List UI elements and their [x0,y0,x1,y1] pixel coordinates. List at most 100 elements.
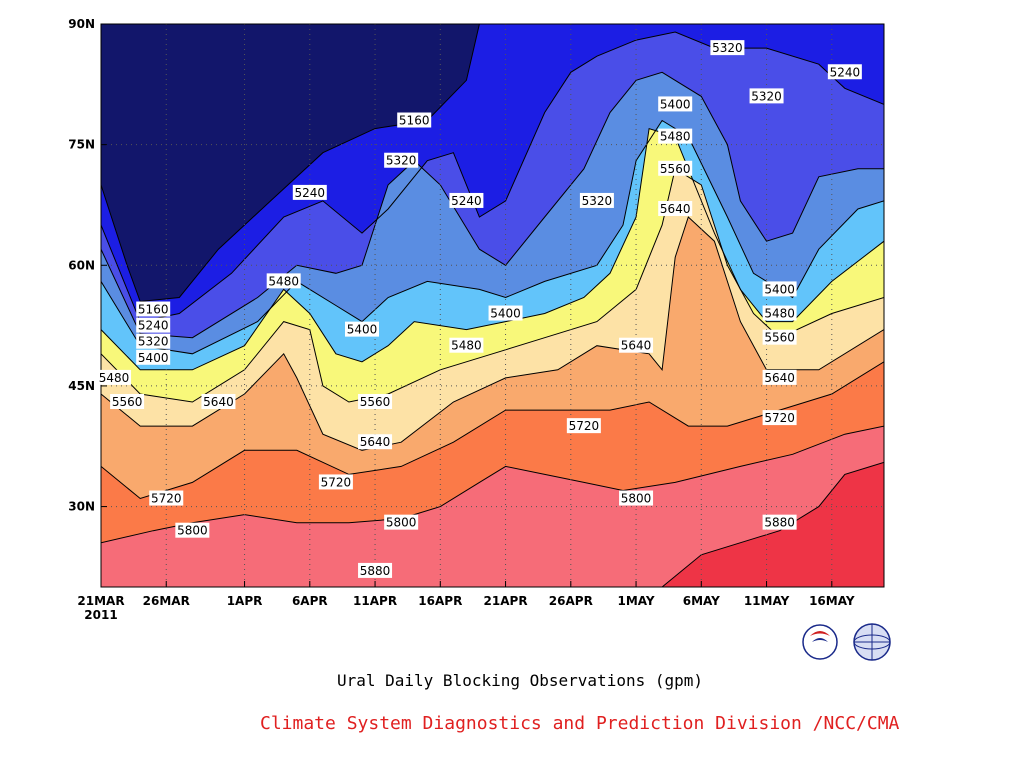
grid-layer [101,24,884,587]
contour-label-text: 5640 [360,435,391,449]
contour-fill-5800 [101,426,884,587]
contour-label: 5800 [619,490,654,506]
contour-label: 5480 [658,128,693,144]
contour-label-bg [710,40,745,56]
contour-label: 5880 [762,514,797,530]
contour-label-text: 5480 [660,130,691,144]
contour-label-bg [175,522,210,538]
bcc-logo-icon [802,624,838,660]
contour-label-text: 5480 [764,307,795,321]
contour-label-bg [762,514,797,530]
contour-label-text: 5800 [386,516,417,530]
contour-label-text: 5640 [203,395,234,409]
contour-label-text: 5560 [360,395,391,409]
contour-label-bg [136,301,171,317]
x-tick-label: 26APR [549,594,593,608]
x-tick-label: 6APR [292,594,328,608]
x-tick-label: 26MAR [143,594,190,608]
contour-label: 5240 [449,192,484,208]
contour-label: 5720 [149,490,184,506]
contour-label-text: 5320 [582,194,613,208]
contour-label: 5640 [762,369,797,385]
contour-label: 5160 [136,301,171,317]
contour-label-text: 5640 [621,339,652,353]
contour-label-bg [762,329,797,345]
contour-label-text: 5240 [138,319,169,333]
contour-label-text: 5160 [399,114,430,128]
contour-label-bg [658,200,693,216]
contour-label: 5320 [710,40,745,56]
tick-layer: 21MAR 26MAR 1APR 6APR 11APR 16APR 21APR 26APR 1M… [68,17,855,622]
contour-label-text: 5400 [347,323,378,337]
contour-label: 5400 [762,281,797,297]
contour-label-bg [358,434,393,450]
contour-label-bg [762,281,797,297]
contour-label: 5480 [762,305,797,321]
contour-label-text: 5640 [764,371,795,385]
y-tick-label: 75N [68,138,95,152]
x-tick-label: 16MAY [809,594,855,608]
contour-label-text: 5320 [751,89,782,103]
contour-label-text: 5720 [321,475,352,489]
contour-label-bg [762,369,797,385]
contour-label: 5320 [136,333,171,349]
y-tick-label: 60N [68,258,95,272]
contour-label-bg [136,333,171,349]
contour-label-bg [658,160,693,176]
contour-label: 5240 [827,64,862,80]
contour-label-bg [762,305,797,321]
contour-label-bg [579,192,614,208]
contour-label-bg [384,514,419,530]
contour-label-bg [292,184,327,200]
contour-label: 5800 [384,514,419,530]
contour-line-layer [101,24,884,587]
contour-label-bg [149,490,184,506]
contour-label: 5320 [749,88,784,104]
x-tick-label: 11MAY [744,594,790,608]
contour-fill-5880 [662,462,884,587]
contour-label-text: 5320 [138,335,169,349]
contour-label: 5400 [345,321,379,337]
x-tick-label: 11APR [353,594,397,608]
contour-line-5880 [661,461,884,587]
contour-label: 5320 [579,192,614,208]
contour-line-5160 [101,24,480,303]
x-tick-label: 1APR [227,594,263,608]
x-tick-label: 21APR [484,594,528,608]
contour-label: 5640 [658,200,693,216]
contour-label: 5240 [292,184,327,200]
contour-label-text: 5240 [295,186,326,200]
x-tick-label: 6MAY [683,594,720,608]
contour-label-bg [619,490,654,506]
contour-label-text: 5640 [660,202,691,216]
x-tick-label: 16APR [418,594,462,608]
contour-label-text: 5320 [386,154,417,168]
contour-label-text: 5320 [712,41,743,55]
contour-label: 5640 [201,394,236,410]
contour-line-5640 [101,216,884,451]
contour-label: 5640 [358,434,393,450]
contour-label-text: 5880 [764,516,795,530]
contour-label-text: 5240 [830,65,861,79]
contour-label-text: 5800 [177,524,208,538]
contour-label: 5560 [110,394,145,410]
x-tick-label: 1MAY [617,594,654,608]
contour-label-bg [762,410,797,426]
contour-label: 5560 [762,329,797,345]
contour-label-bg [136,349,171,365]
contour-label: 5640 [619,337,654,353]
contour-label: 5240 [136,317,171,333]
contour-line-5480 [101,127,884,371]
contour-label: 5160 [397,112,432,128]
contour-label-bg [358,562,393,578]
contour-label-text: 5560 [764,331,795,345]
contour-label: 5880 [358,562,393,578]
contour-label-bg [266,273,301,289]
contour-line-5400 [101,119,884,355]
y-tick-label: 90N [68,17,95,31]
contour-label-text: 5480 [99,371,130,385]
contour-line-5800 [101,425,884,544]
contour-line-5720 [101,361,884,500]
contour-label-bg [345,321,379,337]
contour-label-text: 5800 [621,492,652,506]
